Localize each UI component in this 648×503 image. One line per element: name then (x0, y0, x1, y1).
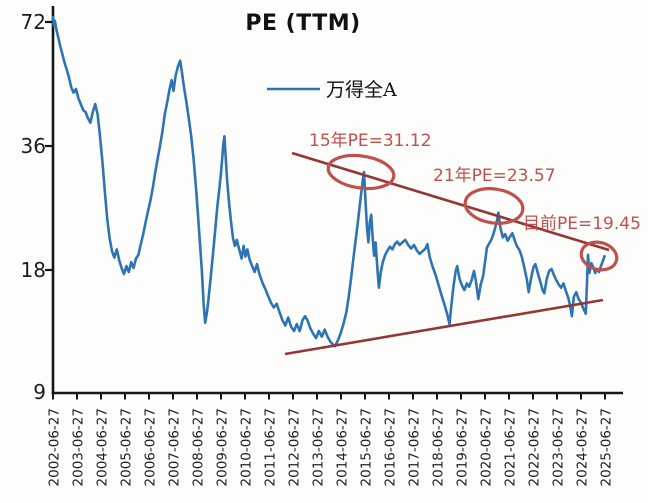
x-tick-label: 2024-06-27 (575, 408, 591, 486)
x-tick-label: 2006-06-27 (143, 408, 159, 486)
x-tick-label: 2010-06-27 (239, 408, 255, 486)
y-tick-label: 72 (21, 10, 46, 34)
x-tick-label: 2015-06-27 (359, 408, 375, 486)
legend-label: 万得全A (326, 79, 397, 101)
pe-line (51, 15, 606, 348)
annotation-2015: 15年PE=31.12 (309, 131, 432, 151)
x-tick-label: 2003-06-27 (71, 408, 87, 486)
ellipse-current (579, 240, 619, 272)
x-tick-label: 2023-06-27 (551, 408, 567, 486)
x-tick-label: 2018-06-27 (431, 408, 447, 486)
x-tick-label: 2019-06-27 (455, 408, 471, 486)
x-tick-label: 2020-06-27 (479, 408, 495, 486)
annotation-2021: 21年PE=23.57 (433, 166, 556, 186)
x-tick-label: 2002-06-27 (47, 408, 63, 486)
x-tick-label: 2005-06-27 (119, 408, 135, 486)
x-tick-label: 2011-06-27 (263, 408, 279, 486)
x-tick-label: 2008-06-27 (191, 408, 207, 486)
y-tick-label: 18 (21, 258, 46, 282)
x-tick-label: 2021-06-27 (503, 408, 519, 486)
x-tick-label: 2022-06-27 (527, 408, 543, 486)
x-tick-label: 2004-06-27 (95, 408, 111, 486)
x-tick-label: 2009-06-27 (215, 408, 231, 486)
y-tick-label: 9 (33, 380, 46, 404)
annotation-current: 目前PE=19.45 (523, 214, 641, 234)
ellipse-2021-peak (463, 187, 525, 225)
x-tick-label: 2016-06-27 (383, 408, 399, 486)
upper-trendline (291, 151, 610, 252)
x-tick-label: 2012-06-27 (287, 408, 303, 486)
x-tick-label: 2017-06-27 (407, 408, 423, 486)
x-tick-label: 2007-06-27 (167, 408, 183, 486)
x-tick-label: 2013-06-27 (311, 408, 327, 486)
ellipse-2015-peak (326, 153, 396, 191)
y-tick-label: 36 (21, 134, 46, 158)
lower-trendline (284, 298, 604, 356)
x-tick-label: 2025-06-27 (599, 408, 615, 486)
chart-title: PE (TTM) (245, 11, 360, 36)
x-tick-label: 2014-06-27 (335, 408, 351, 486)
